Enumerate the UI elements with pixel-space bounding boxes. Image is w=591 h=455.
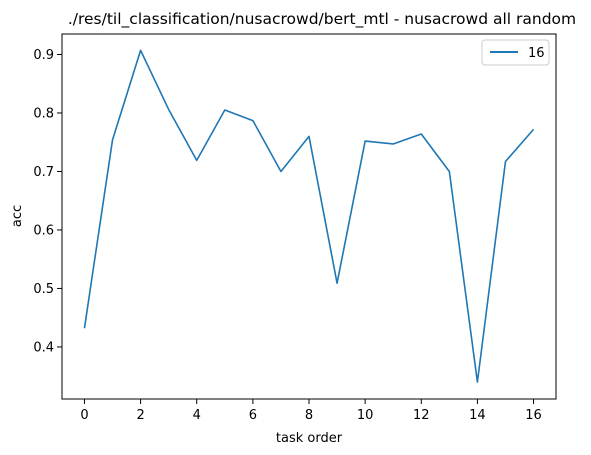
legend-entry-label: 16 bbox=[528, 46, 545, 61]
x-tick-label: 4 bbox=[193, 408, 201, 423]
x-tick-label: 2 bbox=[136, 408, 144, 423]
x-axis-ticks: 0 2 4 6 8 10 12 14 16 bbox=[80, 399, 542, 423]
series-layer bbox=[83, 49, 535, 383]
y-axis-ticks: 0.4 0.5 0.6 0.7 0.8 0.9 bbox=[33, 48, 62, 355]
x-tick-label: 0 bbox=[80, 408, 88, 423]
x-tick-label: 12 bbox=[413, 408, 430, 423]
y-tick-label: 0.4 bbox=[33, 340, 54, 355]
y-tick-label: 0.6 bbox=[33, 223, 54, 238]
series-line-16 bbox=[83, 49, 535, 383]
x-tick-label: 6 bbox=[249, 408, 257, 423]
plot-area-frame bbox=[61, 33, 557, 400]
x-tick-label: 14 bbox=[469, 408, 486, 423]
y-tick-label: 0.8 bbox=[33, 106, 54, 121]
x-tick-label: 10 bbox=[357, 408, 374, 423]
y-tick-label: 0.9 bbox=[33, 48, 54, 63]
x-tick-label: 8 bbox=[305, 408, 313, 423]
y-axis-label: acc bbox=[10, 205, 25, 227]
x-axis-label: task order bbox=[276, 431, 343, 446]
y-tick-label: 0.5 bbox=[33, 282, 54, 297]
legend: 16 bbox=[481, 39, 550, 66]
y-tick-label: 0.7 bbox=[33, 165, 54, 180]
x-tick-label: 16 bbox=[525, 408, 542, 423]
chart-title: ./res/til_classification/nusacrowd/bert_… bbox=[68, 10, 576, 29]
